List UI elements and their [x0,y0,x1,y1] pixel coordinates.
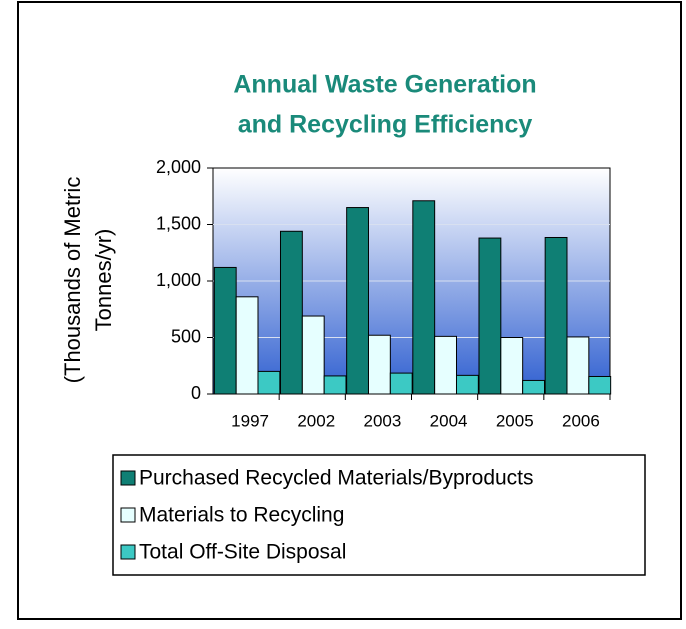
y-axis-label: (Thousands of Metric [60,177,85,384]
legend [112,454,646,576]
chart-title: and Recycling Efficiency [238,111,533,139]
y-axis-label: Tonnes/yr) [91,229,116,332]
legend-label: Total Off-Site Disposal [139,541,346,564]
bar [544,236,568,395]
x-tick-label: 2005 [496,411,534,430]
bar [566,336,590,395]
bar [455,374,479,395]
legend-label: Materials to Recycling [139,504,344,527]
bar [434,335,457,395]
bar [500,337,524,395]
y-tick-label: 500 [171,326,201,346]
x-tick-label: 2002 [297,411,335,430]
chart-title: Annual Waste Generation [233,71,536,99]
bar [522,379,545,395]
bar [346,207,369,395]
bar [412,200,436,395]
bar [279,230,303,395]
legend-swatch [120,544,136,560]
bar [235,296,259,395]
bar [257,370,281,395]
bar [588,375,612,395]
legend-swatch [120,507,136,523]
bar [389,372,413,395]
x-tick-label: 2004 [430,411,468,430]
y-tick-label: 1,000 [156,270,201,290]
x-tick-label: 1997 [231,411,269,430]
x-tick-label: 2006 [562,411,600,430]
y-tick-label: 1,500 [156,213,201,233]
legend-label: Purchased Recycled Materials/Byproducts [139,467,534,490]
bar [323,375,347,395]
bar [301,315,325,395]
bar [367,334,391,395]
x-tick-label: 2003 [364,411,402,430]
bar [478,237,502,395]
y-tick-label: 0 [191,383,201,403]
bar [213,266,237,395]
legend-swatch [120,470,136,486]
y-tick-label: 2,000 [156,157,201,177]
